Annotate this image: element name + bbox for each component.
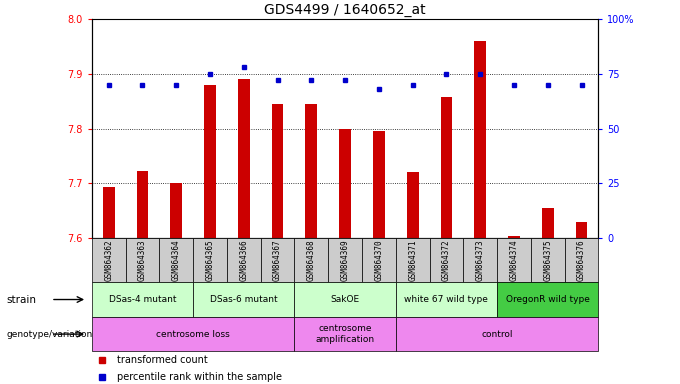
Bar bbox=[542, 208, 554, 238]
Bar bbox=[137, 171, 148, 238]
Bar bbox=[362, 238, 396, 282]
Bar bbox=[339, 129, 351, 238]
Text: GSM864367: GSM864367 bbox=[273, 239, 282, 281]
Bar bbox=[92, 282, 193, 317]
Bar bbox=[407, 172, 419, 238]
Bar bbox=[238, 79, 250, 238]
Text: white 67 wild type: white 67 wild type bbox=[405, 295, 488, 304]
Text: GSM864366: GSM864366 bbox=[239, 239, 248, 281]
Text: GSM864362: GSM864362 bbox=[104, 239, 113, 281]
Bar bbox=[497, 238, 531, 282]
Text: OregonR wild type: OregonR wild type bbox=[506, 295, 590, 304]
Bar bbox=[497, 282, 598, 317]
Bar bbox=[328, 238, 362, 282]
Bar bbox=[92, 317, 294, 351]
Bar bbox=[294, 282, 396, 317]
Bar bbox=[564, 238, 598, 282]
Text: GSM864373: GSM864373 bbox=[476, 239, 485, 281]
Bar bbox=[531, 238, 564, 282]
Text: GSM864368: GSM864368 bbox=[307, 239, 316, 281]
Text: transformed count: transformed count bbox=[117, 356, 208, 366]
Bar bbox=[430, 238, 463, 282]
Bar bbox=[159, 238, 193, 282]
Text: DSas-4 mutant: DSas-4 mutant bbox=[109, 295, 176, 304]
Bar bbox=[396, 317, 598, 351]
Bar bbox=[305, 104, 318, 238]
Text: strain: strain bbox=[7, 295, 37, 305]
Bar bbox=[396, 282, 497, 317]
Text: GSM864363: GSM864363 bbox=[138, 239, 147, 281]
Text: GSM864364: GSM864364 bbox=[172, 239, 181, 281]
Bar bbox=[441, 97, 452, 238]
Text: GSM864376: GSM864376 bbox=[577, 239, 586, 281]
Text: DSas-6 mutant: DSas-6 mutant bbox=[210, 295, 277, 304]
Bar bbox=[474, 41, 486, 238]
Bar bbox=[373, 131, 385, 238]
Bar bbox=[170, 183, 182, 238]
Bar bbox=[575, 222, 588, 238]
Text: GSM864371: GSM864371 bbox=[408, 239, 417, 281]
Bar bbox=[508, 237, 520, 238]
Bar bbox=[193, 238, 227, 282]
Text: centrosome loss: centrosome loss bbox=[156, 329, 230, 339]
Bar bbox=[126, 238, 159, 282]
Bar bbox=[92, 238, 126, 282]
Bar bbox=[260, 238, 294, 282]
Bar bbox=[463, 238, 497, 282]
Text: GSM864365: GSM864365 bbox=[205, 239, 214, 281]
Text: control: control bbox=[481, 329, 513, 339]
Bar bbox=[103, 187, 115, 238]
Bar bbox=[294, 317, 396, 351]
Bar bbox=[396, 238, 430, 282]
Text: GSM864369: GSM864369 bbox=[341, 239, 350, 281]
Bar bbox=[271, 104, 284, 238]
Text: SakOE: SakOE bbox=[330, 295, 360, 304]
Bar bbox=[193, 282, 294, 317]
Text: percentile rank within the sample: percentile rank within the sample bbox=[117, 372, 282, 382]
Text: GSM864370: GSM864370 bbox=[375, 239, 384, 281]
Text: centrosome
amplification: centrosome amplification bbox=[316, 324, 375, 344]
Bar bbox=[204, 85, 216, 238]
Text: GSM864374: GSM864374 bbox=[509, 239, 518, 281]
Bar bbox=[227, 238, 260, 282]
Bar bbox=[294, 238, 328, 282]
Title: GDS4499 / 1640652_at: GDS4499 / 1640652_at bbox=[265, 3, 426, 17]
Text: GSM864372: GSM864372 bbox=[442, 239, 451, 281]
Text: genotype/variation: genotype/variation bbox=[7, 329, 93, 339]
Text: GSM864375: GSM864375 bbox=[543, 239, 552, 281]
